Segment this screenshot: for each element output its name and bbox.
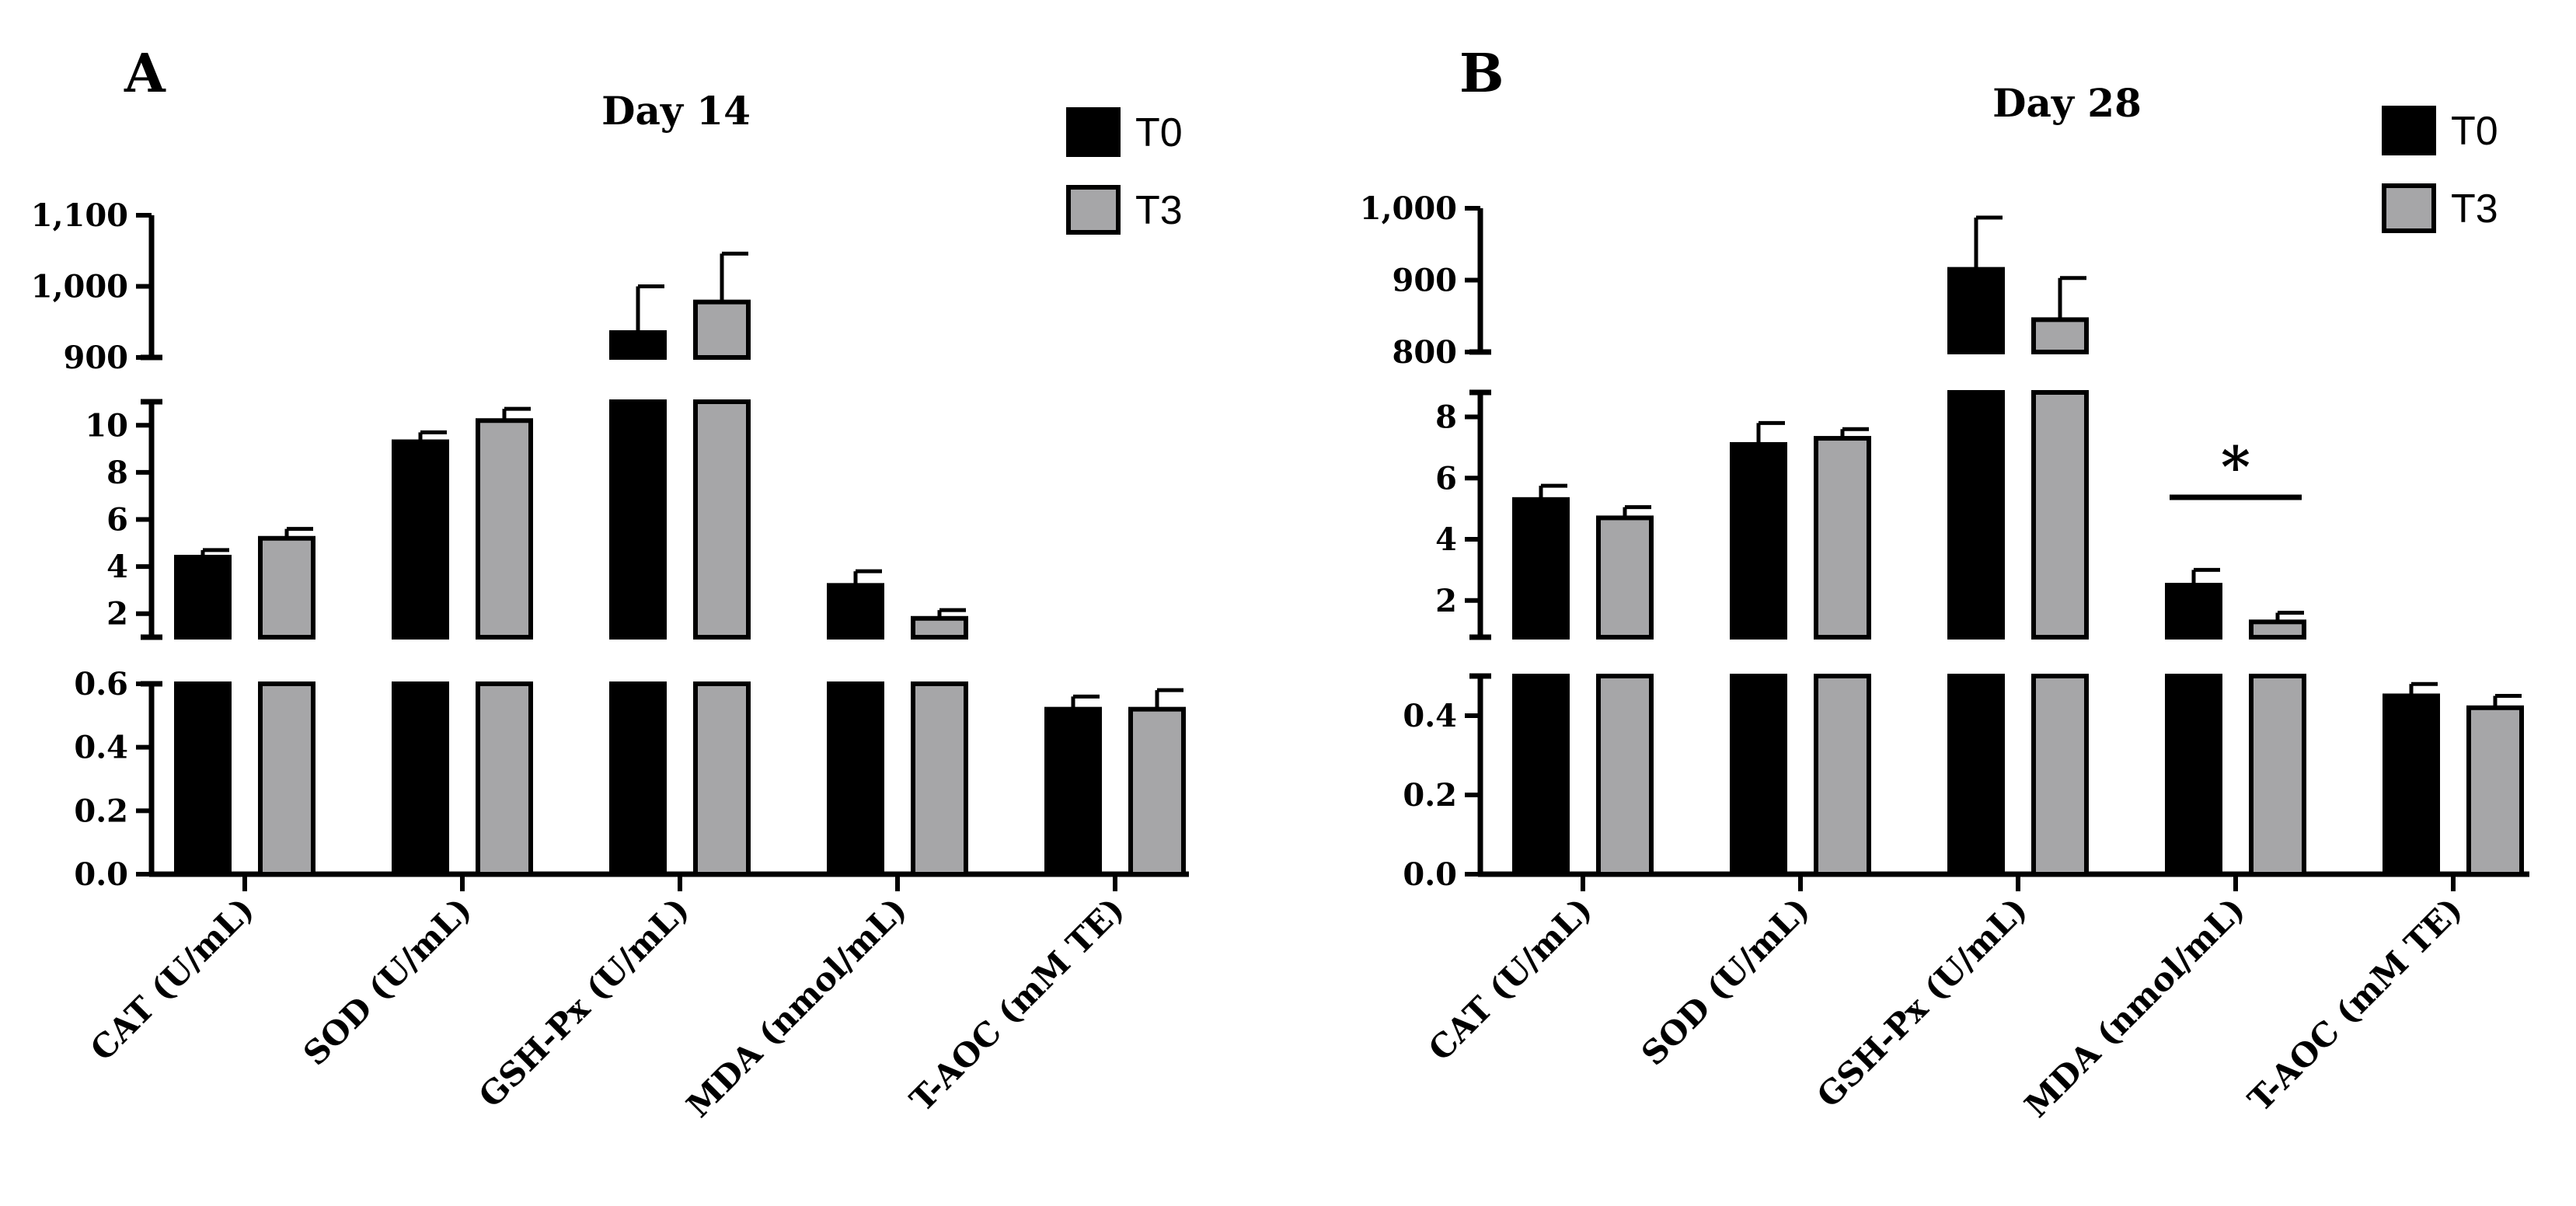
bar-segment-t3-gsh-px-u-ml <box>2031 674 2089 877</box>
bar-t3-t-aoc-mm-te <box>2466 705 2524 877</box>
y-tick-label: 8 <box>106 455 128 491</box>
bar-segment-t0-cat-u-ml <box>174 681 232 877</box>
bar-t3-sod-u-ml <box>476 418 533 640</box>
legend-swatch-t3 <box>1066 185 1121 235</box>
y-tick-label: 1,000 <box>1360 190 1457 227</box>
y-tick-label: 2 <box>1435 583 1457 619</box>
bar-t0-gsh-px-u-ml <box>1947 267 2005 354</box>
bar-segment-t0-sod-u-ml <box>392 681 449 877</box>
chart-title: Day 28 <box>1992 80 2142 126</box>
y-tick-label: 4 <box>106 549 128 585</box>
legend-swatch-t0 <box>2382 106 2436 155</box>
bar-segment-t0-gsh-px-u-ml <box>609 399 667 640</box>
bar-t0-t-aoc-mm-te <box>1044 706 1102 877</box>
bar-t3-t-aoc-mm-te <box>1128 706 1186 877</box>
bar-segment-t3-mda-nmol-ml <box>2249 674 2306 877</box>
bar-t3-gsh-px-u-ml <box>2031 317 2089 354</box>
bar-t0-mda-nmol-ml <box>2165 583 2222 640</box>
bar-segment-t3-gsh-px-u-ml <box>2031 390 2089 640</box>
bar-segment-t3-cat-u-ml <box>258 681 315 877</box>
y-tick-label: 8 <box>1435 399 1457 436</box>
bar-t0-t-aoc-mm-te <box>2383 693 2440 877</box>
y-tick-label: 0.0 <box>74 856 128 893</box>
y-tick-label: 0.2 <box>74 793 128 829</box>
legend-label-t3: T3 <box>2451 186 2498 232</box>
bar-t0-gsh-px-u-ml <box>609 329 667 361</box>
bar-segment-t3-sod-u-ml <box>1814 674 1871 877</box>
panel-label: A <box>124 43 166 105</box>
bar-t0-sod-u-ml <box>1730 441 1787 640</box>
bar-segment-t0-sod-u-ml <box>1730 674 1787 877</box>
bar-segment-t3-cat-u-ml <box>1596 674 1654 877</box>
y-tick-label: 0.2 <box>1403 777 1457 814</box>
y-tick-label: 900 <box>64 340 129 376</box>
bar-segment-t3-gsh-px-u-ml <box>693 681 751 877</box>
y-tick-label: 800 <box>1393 334 1458 371</box>
bar-segment-t0-gsh-px-u-ml <box>609 681 667 877</box>
legend-label-t3: T3 <box>1135 188 1183 233</box>
bar-t0-sod-u-ml <box>392 439 449 640</box>
bar-t3-cat-u-ml <box>1596 515 1654 640</box>
y-tick-label: 900 <box>1393 263 1458 299</box>
legend-label-t0: T0 <box>2451 109 2498 154</box>
y-tick-label: 2 <box>106 596 128 633</box>
bar-segment-t0-cat-u-ml <box>1512 674 1570 877</box>
bar-t0-cat-u-ml <box>174 554 232 640</box>
y-tick-label: 1,000 <box>31 269 128 305</box>
legend-label-t0: T0 <box>1135 110 1183 155</box>
y-tick-label: 4 <box>1435 521 1457 558</box>
bar-t3-mda-nmol-ml <box>911 615 968 640</box>
bar-segment-t3-sod-u-ml <box>476 681 533 877</box>
bar-segment-t0-gsh-px-u-ml <box>1947 674 2005 877</box>
y-tick-label: 0.0 <box>1403 856 1457 893</box>
bar-t0-cat-u-ml <box>1512 497 1570 640</box>
bar-t0-mda-nmol-ml <box>827 583 884 640</box>
panel-label: B <box>1459 43 1504 105</box>
y-tick-label: 1,100 <box>31 197 128 234</box>
bar-t3-gsh-px-u-ml <box>693 299 751 361</box>
y-tick-label: 6 <box>106 502 128 539</box>
legend-swatch-t3 <box>2382 183 2436 233</box>
y-tick-label: 6 <box>1435 460 1457 497</box>
significance-star: * <box>2221 434 2250 500</box>
y-tick-label: 10 <box>85 407 128 444</box>
bar-t3-mda-nmol-ml <box>2249 619 2306 640</box>
legend-swatch-t0 <box>1066 107 1121 157</box>
bar-t3-sod-u-ml <box>1814 436 1871 640</box>
bar-segment-t3-gsh-px-u-ml <box>693 399 751 640</box>
bar-segment-t0-mda-nmol-ml <box>2165 674 2222 877</box>
bar-segment-t0-mda-nmol-ml <box>827 681 884 877</box>
y-tick-label: 0.4 <box>1403 698 1457 734</box>
y-tick-label: 0.6 <box>74 666 128 702</box>
bar-segment-t3-mda-nmol-ml <box>911 681 968 877</box>
chart-title: Day 14 <box>601 88 751 134</box>
bar-t3-cat-u-ml <box>258 535 315 640</box>
y-tick-label: 0.4 <box>74 730 128 766</box>
bar-segment-t0-gsh-px-u-ml <box>1947 390 2005 640</box>
